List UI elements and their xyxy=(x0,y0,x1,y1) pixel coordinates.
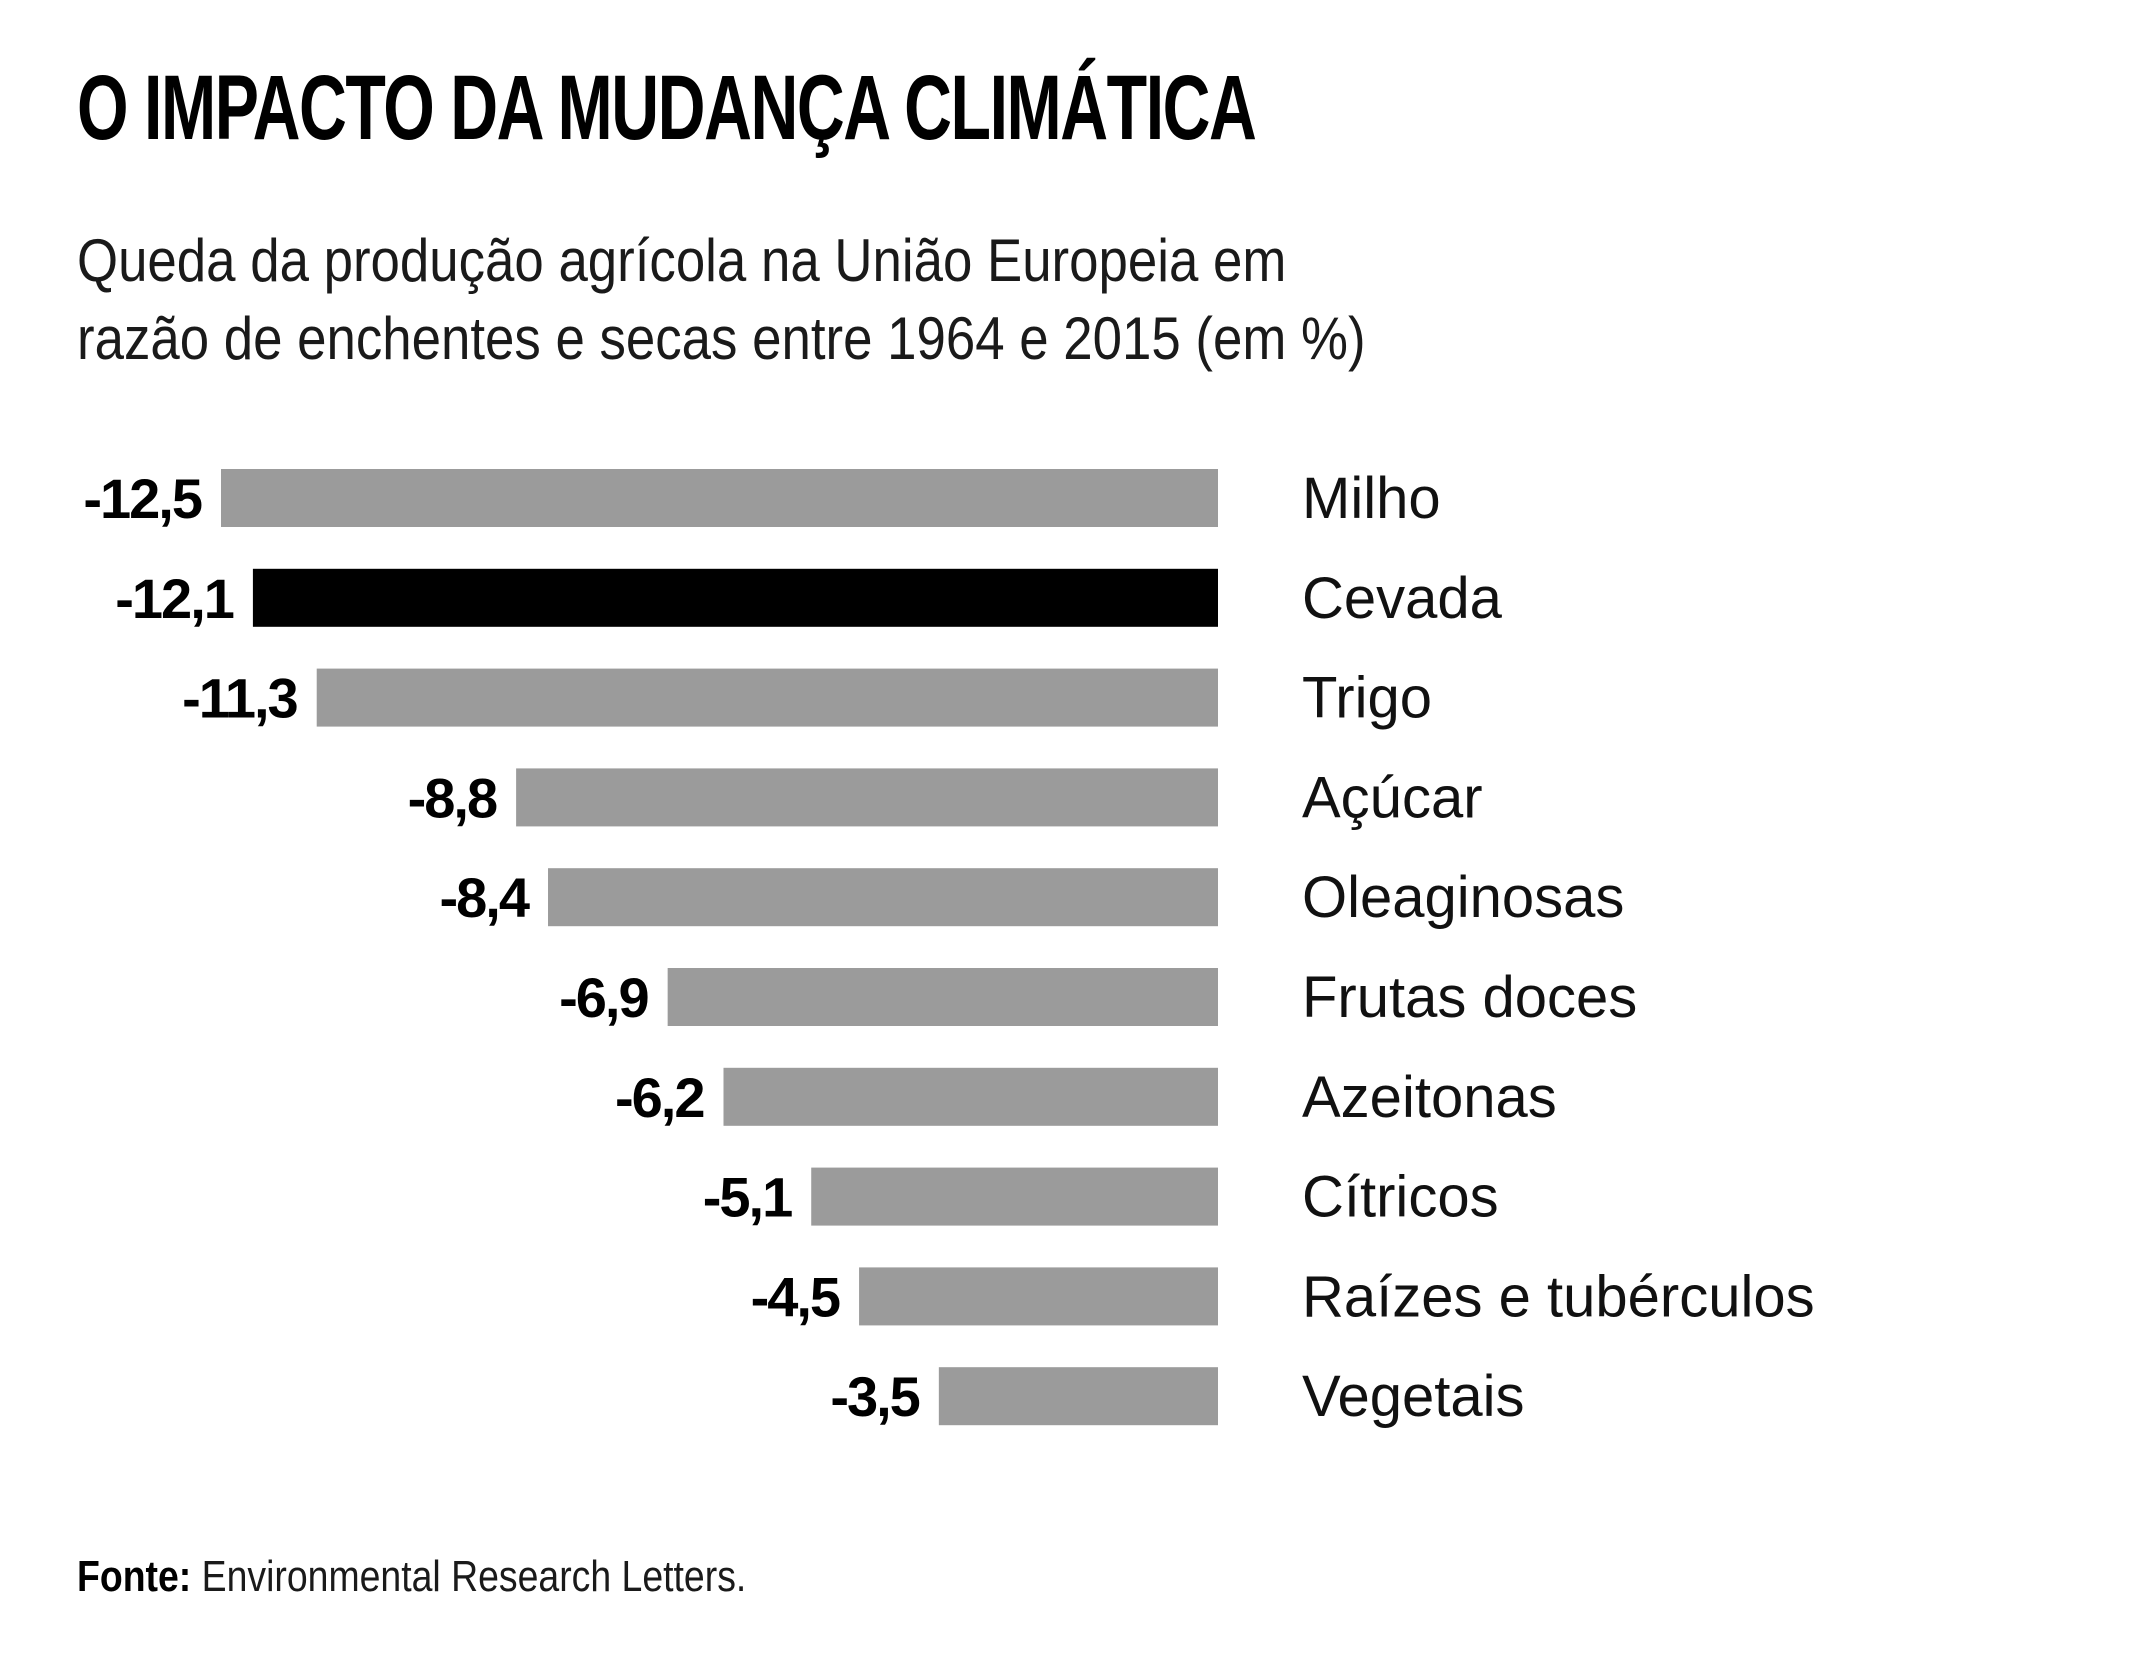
bar-vegetais xyxy=(938,1367,1218,1426)
value-label-azeitonas: -6,2 xyxy=(615,1066,704,1129)
category-label-vegetais: Vegetais xyxy=(1302,1364,1525,1429)
subtitle-line-1: Queda da produção agrícola na União Euro… xyxy=(77,227,1287,294)
bar-trigo xyxy=(316,668,1218,727)
bar-oleaginosas xyxy=(548,868,1218,927)
bar-row-vegetais: -3,5 Vegetais xyxy=(830,1364,1524,1429)
category-label-milho: Milho xyxy=(1302,466,1441,531)
value-label-trigo: -11,3 xyxy=(182,667,297,730)
category-label-oleaginosas: Oleaginosas xyxy=(1302,865,1624,930)
value-label-oleaginosas: -8,4 xyxy=(440,866,530,929)
bar-row-oleaginosas: -8,4 Oleaginosas xyxy=(440,865,1625,930)
bar-azeitonas xyxy=(723,1067,1218,1126)
bar-row-raizes-e-tuberculos: -4,5 Raízes e tubérculos xyxy=(751,1264,1815,1329)
bar-frutas-doces xyxy=(667,968,1218,1026)
chart-title: O IMPACTO DA MUDANÇA CLIMÁTICA xyxy=(77,57,1257,159)
bar-cevada xyxy=(252,568,1219,627)
bar-row-frutas-doces: -6,9 Frutas doces xyxy=(559,965,1637,1030)
bar-row-citricos: -5,1 Cítricos xyxy=(703,1165,1499,1230)
value-label-citricos: -5,1 xyxy=(703,1166,792,1229)
value-label-frutas-doces: -6,9 xyxy=(559,966,648,1029)
bar-acucar xyxy=(516,768,1218,827)
bar-milho xyxy=(221,469,1218,527)
source-label: Fonte: xyxy=(77,1552,192,1601)
bar-row-trigo: -11,3 Trigo xyxy=(182,666,1432,731)
category-label-acucar: Açúcar xyxy=(1302,765,1483,830)
chart-subtitle: Queda da produção agrícola na União Euro… xyxy=(77,222,1573,378)
category-label-trigo: Trigo xyxy=(1302,666,1432,731)
value-label-vegetais: -3,5 xyxy=(830,1365,919,1428)
bar-row-cevada: -12,1 Cevada xyxy=(115,566,1502,631)
bar-row-acucar: -8,8 Açúcar xyxy=(408,765,1483,830)
bar-row-milho: -12,5 Milho xyxy=(83,466,1440,531)
value-label-acucar: -8,8 xyxy=(408,766,497,829)
bar-citricos xyxy=(811,1167,1218,1226)
bar-row-azeitonas: -6,2 Azeitonas xyxy=(615,1065,1557,1130)
source-text: Environmental Research Letters. xyxy=(201,1552,747,1601)
bar-chart: -12,5 Milho -12,1 Cevada -11,3 Trigo -8,8 Açúca… xyxy=(83,466,1815,1429)
value-label-raizes-e-tuberculos: -4,5 xyxy=(751,1265,840,1328)
category-label-azeitonas: Azeitonas xyxy=(1302,1065,1557,1130)
category-label-citricos: Cítricos xyxy=(1302,1165,1499,1230)
source-footer: Fonte: Environmental Research Letters. xyxy=(77,1555,746,1599)
category-label-cevada: Cevada xyxy=(1302,566,1503,631)
subtitle-line-2: razão de enchentes e secas entre 1964 e … xyxy=(77,305,1366,372)
bar-raizes-e-tuberculos xyxy=(859,1267,1218,1326)
category-label-raizes-e-tuberculos: Raízes e tubérculos xyxy=(1302,1264,1815,1329)
category-label-frutas-doces: Frutas doces xyxy=(1302,965,1637,1030)
value-label-cevada: -12,1 xyxy=(115,567,233,630)
value-label-milho: -12,5 xyxy=(83,467,201,530)
